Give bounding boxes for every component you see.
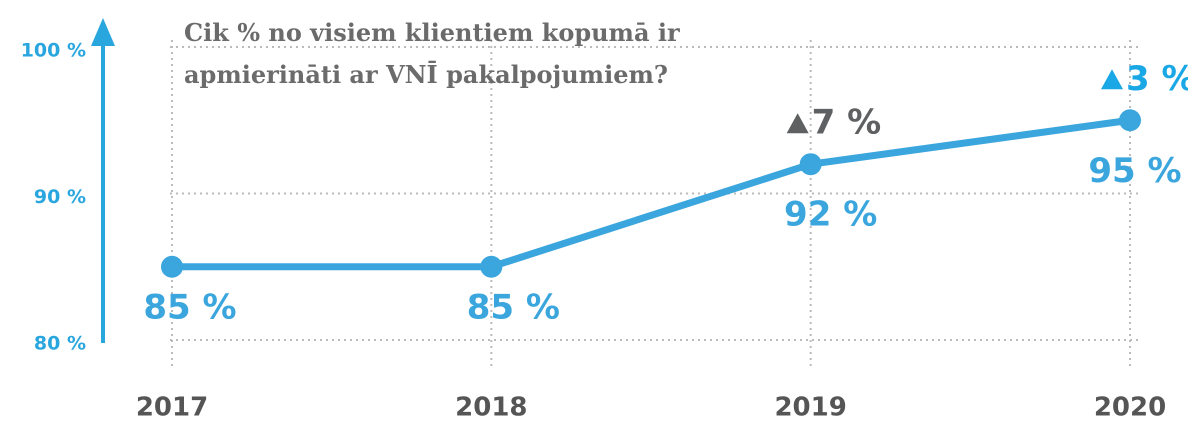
chart-title: Cik % no visiem klientiem kopumā ir apmi…	[184, 18, 680, 89]
annotation: 3 %	[1126, 59, 1188, 99]
y-axis-arrow	[91, 18, 115, 46]
x-tick-label: 2019	[774, 393, 846, 422]
marker	[480, 255, 503, 278]
value-label: 92 %	[784, 195, 877, 235]
change-triangle	[786, 113, 809, 134]
x-tick-label: 2018	[455, 393, 527, 422]
change-triangle	[1101, 69, 1123, 90]
annotation: 7 %	[812, 103, 882, 143]
value-label: 85 %	[143, 287, 236, 327]
marker	[1119, 109, 1141, 132]
y-tick-label: 100 %	[21, 40, 86, 62]
marker	[799, 153, 822, 176]
x-tick-label: 2020	[1094, 393, 1166, 422]
value-label: 85 %	[467, 287, 560, 327]
y-tick-label: 80 %	[34, 333, 86, 355]
line	[172, 116, 1131, 271]
y-tick-label: 90 %	[34, 186, 86, 208]
value-label: 95 %	[1088, 151, 1181, 191]
x-tick-label: 2017	[136, 393, 208, 422]
marker	[161, 255, 183, 278]
